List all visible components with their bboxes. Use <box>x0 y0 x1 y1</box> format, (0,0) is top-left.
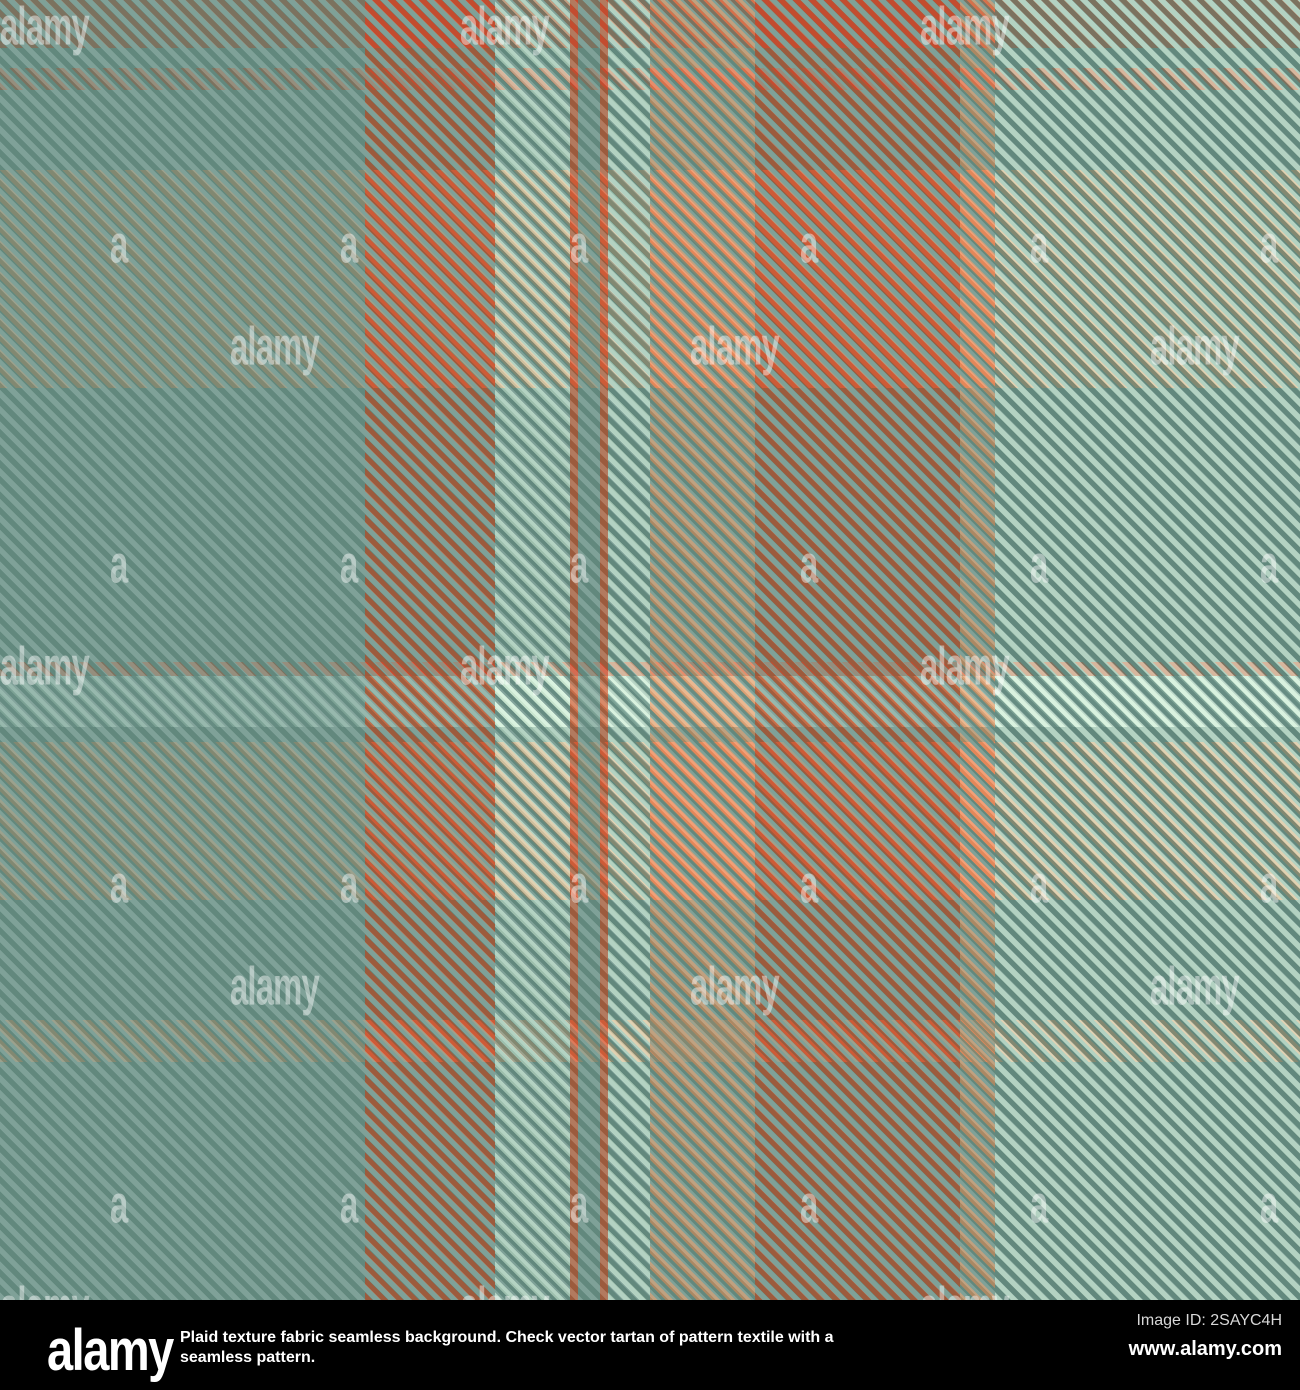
weft-band <box>0 727 1300 742</box>
alamy-watermark: alamy <box>690 957 780 1017</box>
alamy-watermark: a <box>800 1175 818 1235</box>
weft-band <box>0 170 1300 388</box>
alamy-watermark: a <box>570 215 588 275</box>
watermark-layer: alamyaaalamyaaalamyaaalamyaaalamyaaalamy… <box>0 0 1278 1300</box>
alamy-watermark: a <box>800 535 818 595</box>
alamy-watermark: a <box>340 215 358 275</box>
alamy-watermark: alamy <box>1150 957 1240 1017</box>
alamy-watermark: alamy <box>0 1280 90 1300</box>
weft-band <box>0 90 1300 170</box>
alamy-watermark: alamy <box>920 0 1010 57</box>
alamy-watermark: alamy <box>460 1280 550 1300</box>
weft-band <box>0 662 1300 676</box>
alamy-watermark: a <box>110 855 128 915</box>
alamy-watermark: a <box>1030 535 1048 595</box>
image-id-label: Image ID: 2SAYC4H <box>1136 1312 1282 1329</box>
alamy-watermark: alamy <box>230 957 320 1017</box>
alamy-logo[interactable]: alamy <box>47 1316 174 1383</box>
alamy-watermark: alamy <box>920 1280 1010 1300</box>
alamy-watermark: alamy <box>0 0 90 57</box>
alamy-watermark: a <box>1030 215 1048 275</box>
weft-band <box>0 1020 1300 1062</box>
alamy-watermark: a <box>110 215 128 275</box>
alamy-watermark: a <box>340 535 358 595</box>
alamy-watermark: a <box>1030 1175 1048 1235</box>
alamy-watermark: a <box>1260 535 1278 595</box>
alamy-watermark: alamy <box>1150 317 1240 377</box>
alamy-watermark: a <box>570 535 588 595</box>
alamy-watermark: alamy <box>460 0 550 57</box>
alamy-watermark: alamy <box>230 317 320 377</box>
weft-band <box>0 742 1300 900</box>
alamy-watermark: a <box>1030 855 1048 915</box>
weft-band <box>0 1062 1300 1300</box>
alamy-watermark: a <box>570 1175 588 1235</box>
weft-band <box>0 676 1300 727</box>
alamy-watermark: a <box>1260 215 1278 275</box>
alamy-footer-bar: alamy Plaid texture fabric seamless back… <box>0 1300 1300 1390</box>
alamy-watermark: a <box>1260 855 1278 915</box>
alamy-watermark: alamy <box>460 637 550 697</box>
alamy-watermark: a <box>110 1175 128 1235</box>
alamy-website-link[interactable]: www.alamy.com <box>1128 1338 1282 1360</box>
alamy-watermark: alamy <box>0 637 90 697</box>
alamy-watermark: a <box>340 1175 358 1235</box>
image-caption: Plaid texture fabric seamless background… <box>180 1329 834 1366</box>
alamy-watermark: a <box>800 215 818 275</box>
alamy-watermark: a <box>1260 1175 1278 1235</box>
weft-band <box>0 68 1300 90</box>
weft-band <box>0 48 1300 68</box>
alamy-watermark: alamy <box>920 637 1010 697</box>
weft-band <box>0 900 1300 1020</box>
alamy-watermark: a <box>340 855 358 915</box>
alamy-watermark: a <box>110 535 128 595</box>
alamy-watermark: a <box>570 855 588 915</box>
alamy-watermark: alamy <box>690 317 780 377</box>
weft-band <box>0 0 1300 48</box>
alamy-watermark: a <box>800 855 818 915</box>
weft-band <box>0 388 1300 662</box>
